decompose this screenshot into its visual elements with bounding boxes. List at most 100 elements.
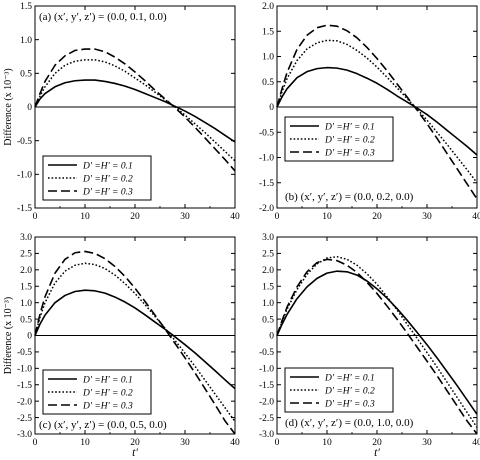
x-tick-label: 10 — [80, 212, 90, 222]
y-tick-label: 2.0 — [20, 266, 32, 276]
y-tick-label: 2.0 — [262, 266, 274, 276]
y-tick-label: 2.5 — [20, 250, 32, 260]
y-tick-label: -2.5 — [17, 414, 32, 424]
series-line-dashed — [34, 48, 236, 172]
y-tick-label: 0.5 — [20, 315, 32, 325]
y-tick-label: 3.0 — [262, 233, 274, 243]
legend-label: D′ =H′ = 0.2 — [324, 135, 375, 145]
panel-title: (c) (x′, y′, z′) = (0.0, 0.5, 0.0) — [39, 419, 167, 431]
y-tick-label: -1.5 — [259, 179, 274, 189]
series-line-dashed — [276, 258, 478, 435]
legend-label: D′ =H′ = 0.1 — [82, 375, 133, 385]
y-tick-label: -2.0 — [259, 397, 274, 407]
legend: D′ =H′ = 0.1 D′ =H′ = 0.2 D′ =H′ = 0.3 — [42, 369, 152, 415]
x-axis-label: t′ — [374, 447, 380, 459]
legend: D′ =H′ = 0.1 D′ =H′ = 0.2 D′ =H′ = 0.3 — [42, 155, 152, 201]
series-line-solid — [276, 66, 478, 156]
y-tick-label: 0 — [27, 103, 32, 113]
y-tick-label: -1.5 — [17, 381, 32, 391]
y-tick-label: -3.0 — [259, 430, 274, 440]
x-tick-label: 20 — [372, 212, 382, 222]
x-axis-label: t′ — [132, 447, 138, 459]
legend: D′ =H′ = 0.1 D′ =H′ = 0.2 D′ =H′ = 0.3 — [284, 116, 394, 162]
y-tick-label: -0.5 — [259, 348, 274, 358]
y-tick-label: 1.0 — [20, 299, 32, 309]
y-tick-label: -2.0 — [259, 204, 274, 214]
legend-label: D′ =H′ = 0.1 — [324, 122, 375, 132]
y-tick-label: 1.5 — [262, 27, 274, 37]
y-tick-label: -0.5 — [17, 348, 32, 358]
x-tick-label: 40 — [230, 438, 240, 448]
legend-label: D′ =H′ = 0.1 — [82, 161, 133, 171]
y-tick-label: 2.0 — [262, 2, 274, 12]
panel-b: 0 10 20 30 40 -2.0 -1.5 -1.0 -0.5 0 0.5 1.0 1.5 2.0 (b… — [259, 2, 480, 222]
y-tick-label: 1.0 — [262, 53, 274, 63]
series-line-dashed — [276, 24, 478, 200]
y-tick-label: 2.5 — [262, 250, 274, 260]
legend-box — [42, 369, 152, 415]
y-tick-label: -2.5 — [259, 414, 274, 424]
y-tick-label: -1.0 — [17, 171, 32, 181]
y-tick-label: 0.5 — [262, 78, 274, 88]
panel-title: (b) (x′, y′, z′) = (0.0, 0.2, 0.0) — [285, 191, 414, 203]
y-tick-label: 1.0 — [20, 36, 32, 46]
x-tick-label: 30 — [180, 212, 190, 222]
series-line-dotted — [34, 262, 236, 422]
series-line-solid — [34, 79, 236, 143]
y-tick-label: 3.0 — [20, 233, 32, 243]
y-tick-label: -1.0 — [259, 365, 274, 375]
legend-box — [284, 367, 394, 413]
x-tick-label: 40 — [472, 212, 480, 222]
series-line-dotted — [34, 59, 236, 162]
legend-label: D′ =H′ = 0.3 — [324, 399, 375, 409]
x-tick-label: 20 — [130, 212, 140, 222]
legend-label: D′ =H′ = 0.3 — [82, 401, 133, 411]
x-tick-label: 10 — [322, 212, 332, 222]
panel-d: 0 10 20 30 40 -3.0 -2.5 -2.0 -1.5 -1.0 -0.5 0 0.5 1.0… — [259, 233, 480, 459]
x-tick-label: 0 — [33, 212, 38, 222]
y-tick-label: -0.5 — [259, 128, 274, 138]
x-tick-label: 20 — [130, 438, 140, 448]
x-tick-label: 10 — [80, 438, 90, 448]
legend-label: D′ =H′ = 0.1 — [324, 373, 375, 383]
panel-title: (d) (x′, y′, z′) = (0.0, 1.0, 0.0) — [285, 417, 414, 429]
panel-title: (a) (x′, y′, z′) = (0.0, 0.1, 0.0) — [39, 11, 167, 23]
y-axis-label: Difference (x 10⁻³) — [3, 297, 14, 375]
series-line-dotted — [276, 39, 478, 184]
x-tick-label: 30 — [422, 212, 432, 222]
x-tick-label: 0 — [33, 438, 38, 448]
y-tick-label: -1.0 — [17, 365, 32, 375]
x-tick-label: 10 — [322, 438, 332, 448]
y-tick-label: 0.5 — [262, 315, 274, 325]
y-tick-label: 1.5 — [262, 282, 274, 292]
y-tick-label: 0 — [27, 332, 32, 342]
legend-label: D′ =H′ = 0.3 — [82, 187, 133, 197]
x-tick-label: 40 — [230, 212, 240, 222]
x-tick-label: 30 — [422, 438, 432, 448]
y-tick-label: 1.0 — [262, 299, 274, 309]
y-tick-label: 0.5 — [20, 70, 32, 80]
panel-a: 0 10 20 30 40 -1.5 -1.0 -0.5 0 0.5 1.0 1.5 Differenc… — [3, 2, 240, 222]
x-tick-label: 20 — [372, 438, 382, 448]
y-tick-label: -0.5 — [17, 137, 32, 147]
y-tick-label: 0 — [269, 103, 274, 113]
series-line-dashed — [34, 250, 236, 435]
x-tick-label: 0 — [275, 438, 280, 448]
y-tick-label: 1.5 — [20, 2, 32, 12]
x-tick-label: 40 — [472, 438, 480, 448]
y-tick-label: -3.0 — [17, 430, 32, 440]
y-tick-label: 0 — [269, 332, 274, 342]
series-line-solid — [276, 270, 478, 415]
y-axis-label: Difference (x 10⁻³) — [3, 68, 14, 146]
legend-label: D′ =H′ = 0.2 — [82, 174, 133, 184]
legend-label: D′ =H′ = 0.2 — [324, 386, 375, 396]
x-tick-label: 0 — [275, 212, 280, 222]
y-tick-label: -1.0 — [259, 154, 274, 164]
series-line-solid — [34, 289, 236, 390]
legend-label: D′ =H′ = 0.2 — [82, 388, 133, 398]
y-tick-label: 1.5 — [20, 282, 32, 292]
x-tick-label: 30 — [180, 438, 190, 448]
legend-box — [42, 155, 152, 201]
legend: D′ =H′ = 0.1 D′ =H′ = 0.2 D′ =H′ = 0.3 — [284, 367, 394, 413]
